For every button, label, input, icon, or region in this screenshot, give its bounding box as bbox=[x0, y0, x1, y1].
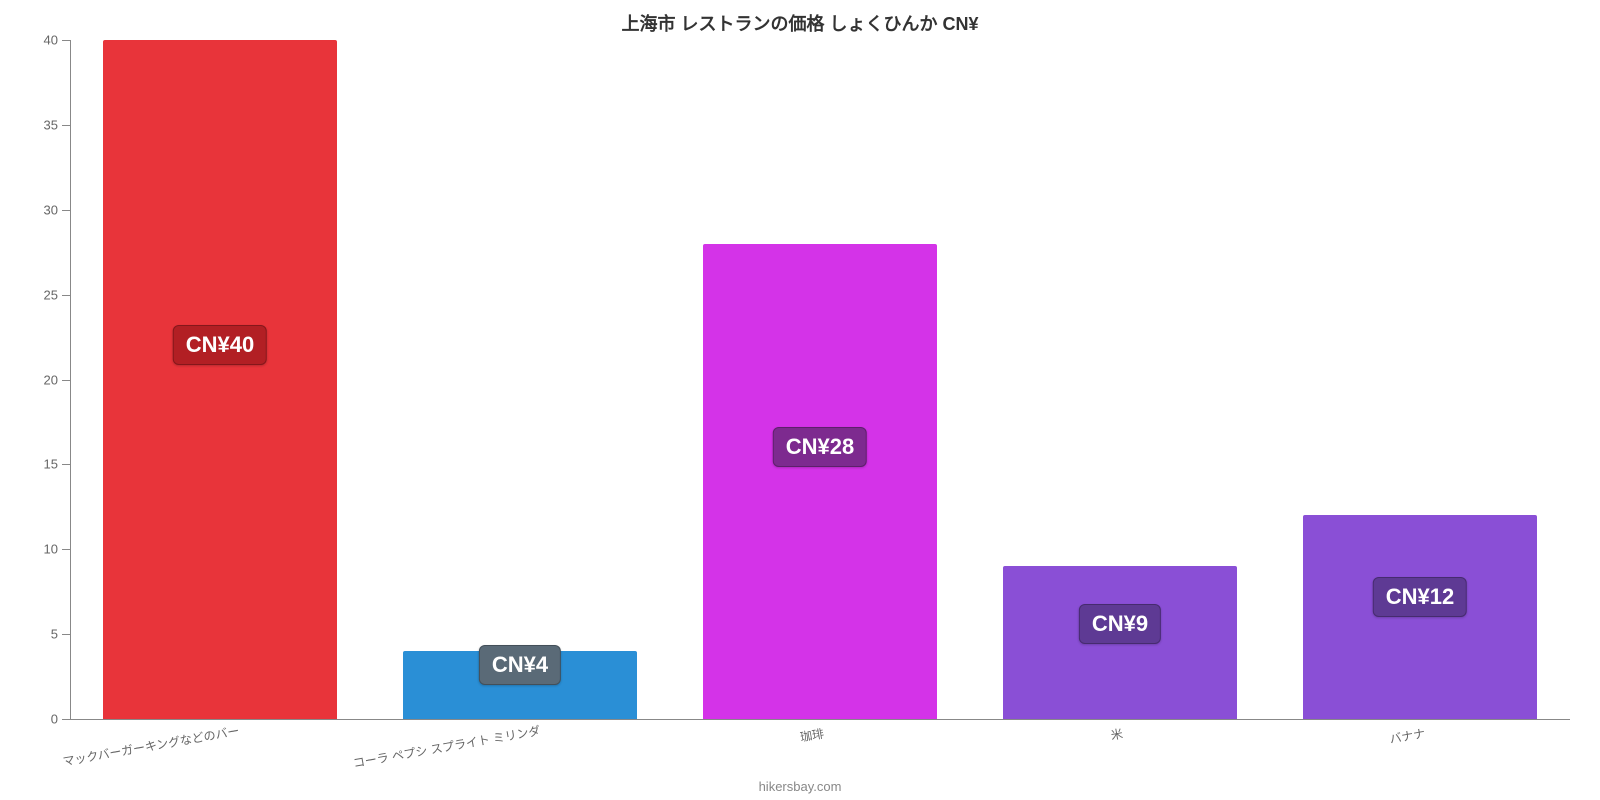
x-label-slot: 珈琲 bbox=[670, 719, 970, 759]
y-axis-label: 5 bbox=[51, 627, 58, 642]
bar: CN¥12 bbox=[1303, 515, 1537, 719]
chart-title: 上海市 レストランの価格 しょくひんか CN¥ bbox=[0, 0, 1600, 36]
chart-container: CN¥40CN¥4CN¥28CN¥9CN¥12 マックバーガーキングなどのバーコ… bbox=[70, 40, 1570, 720]
bar-slot: CN¥4 bbox=[370, 40, 670, 719]
bar: CN¥9 bbox=[1003, 566, 1237, 719]
y-axis-label: 10 bbox=[44, 542, 58, 557]
y-tick bbox=[62, 210, 70, 211]
x-label-slot: コーラ ペプシ スプライト ミリンダ bbox=[370, 719, 670, 759]
y-tick bbox=[62, 295, 70, 296]
x-label-slot: バナナ bbox=[1270, 719, 1570, 759]
y-tick bbox=[62, 380, 70, 381]
y-axis-label: 30 bbox=[44, 202, 58, 217]
y-axis-label: 15 bbox=[44, 457, 58, 472]
value-badge: CN¥28 bbox=[773, 427, 867, 467]
x-label-slot: マックバーガーキングなどのバー bbox=[70, 719, 370, 759]
plot-area: CN¥40CN¥4CN¥28CN¥9CN¥12 マックバーガーキングなどのバーコ… bbox=[70, 40, 1570, 720]
bar: CN¥40 bbox=[103, 40, 337, 719]
bar-slot: CN¥28 bbox=[670, 40, 970, 719]
x-axis-label: バナナ bbox=[1388, 724, 1426, 747]
y-axis-label: 0 bbox=[51, 712, 58, 727]
value-badge: CN¥12 bbox=[1373, 577, 1467, 617]
value-badge: CN¥40 bbox=[173, 325, 267, 365]
y-tick bbox=[62, 634, 70, 635]
y-tick bbox=[62, 464, 70, 465]
y-tick bbox=[62, 40, 70, 41]
y-axis-label: 40 bbox=[44, 33, 58, 48]
x-axis-label: マックバーガーキングなどのバー bbox=[61, 722, 240, 770]
y-axis-label: 25 bbox=[44, 287, 58, 302]
y-tick bbox=[62, 549, 70, 550]
bar-slot: CN¥12 bbox=[1270, 40, 1570, 719]
y-tick bbox=[62, 125, 70, 126]
y-axis-label: 35 bbox=[44, 117, 58, 132]
bars-group: CN¥40 CN¥4 CN¥28 CN¥9 CN¥12 bbox=[70, 40, 1570, 719]
value-badge: CN¥4 bbox=[479, 645, 561, 685]
x-label-slot: 米 bbox=[970, 719, 1270, 759]
y-axis-label: 20 bbox=[44, 372, 58, 387]
bar-slot: CN¥40 bbox=[70, 40, 370, 719]
bar-slot: CN¥9 bbox=[970, 40, 1270, 719]
bar: CN¥28 bbox=[703, 244, 937, 719]
x-axis-label: 米 bbox=[1109, 725, 1124, 744]
x-axis-label: コーラ ペプシ スプライト ミリンダ bbox=[352, 722, 542, 772]
attribution-text: hikersbay.com bbox=[0, 779, 1600, 794]
x-labels-group: マックバーガーキングなどのバーコーラ ペプシ スプライト ミリンダ 珈琲 米 バナナ bbox=[70, 719, 1570, 759]
y-tick bbox=[62, 719, 70, 720]
x-axis-label: 珈琲 bbox=[799, 725, 826, 746]
value-badge: CN¥9 bbox=[1079, 604, 1161, 644]
bar: CN¥4 bbox=[403, 651, 637, 719]
